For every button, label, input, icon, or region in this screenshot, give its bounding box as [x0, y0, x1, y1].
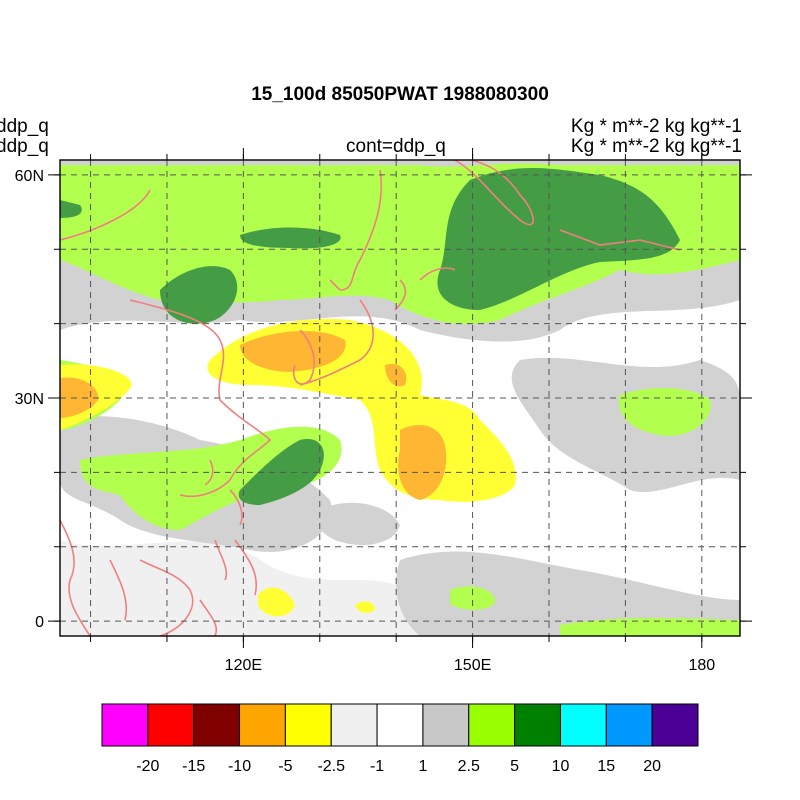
coast-asia-east	[60, 189, 272, 498]
lon-tick-label: 120E	[225, 657, 262, 674]
lat-tick-label: 0	[35, 614, 44, 631]
region-gray-southeast	[396, 551, 740, 636]
units-label-2: Kg * m**-2 kg kg**-1	[570, 136, 742, 157]
colorbar-label: 1	[418, 758, 427, 775]
colorbar-label: -20	[136, 758, 159, 775]
colorbar-swatch	[193, 703, 241, 747]
lat-tick-label: 30N	[15, 391, 44, 408]
left-label-2: ddp_q	[0, 136, 49, 157]
colorbar-label: -1	[370, 758, 384, 775]
colorbar-label: -15	[182, 758, 205, 775]
coast-aleutians	[419, 229, 681, 281]
region-orange-center	[398, 425, 447, 500]
contour-label: cont=ddp_q	[346, 136, 446, 157]
map-panel: 60N 30N 0 120E 150E 180	[15, 148, 752, 674]
colorbar-swatch	[330, 703, 378, 747]
colorbar	[101, 703, 699, 747]
gridlines	[60, 160, 740, 636]
lon-tick-label: 180	[688, 657, 715, 674]
coast-japan	[299, 279, 407, 386]
axis-ticks	[48, 148, 752, 648]
colorbar-swatch	[147, 703, 195, 747]
colorbar-swatch	[422, 703, 470, 747]
region-darkgreen-n	[240, 227, 341, 249]
lat-tick-label: 60N	[15, 168, 44, 185]
colorbar-label: 10	[552, 758, 570, 775]
region-yellow-south	[258, 587, 295, 617]
region-darkgreen-w	[160, 266, 238, 324]
coastlines	[60, 160, 681, 636]
coast-borneo	[139, 559, 218, 636]
colorbar-swatch	[559, 703, 607, 747]
map-title: 15_100d 85050PWAT 1988080300	[251, 84, 549, 105]
colorbar-swatch	[514, 703, 561, 747]
region-lightgreen-small	[450, 586, 495, 610]
colorbar-label: 15	[597, 758, 615, 775]
region-lightgreen-se	[560, 617, 740, 636]
coast-korea	[292, 329, 315, 385]
lon-tick-label: 150E	[454, 657, 491, 674]
region-orange-west	[60, 377, 99, 418]
coast-sea-south	[60, 519, 128, 636]
colorbar-swatch	[376, 703, 424, 747]
colorbar-swatch	[651, 703, 699, 747]
coast-philippines	[214, 489, 257, 596]
coast-okhotsk	[329, 169, 383, 291]
region-darkgreen-edge	[60, 200, 82, 218]
colorbar-label: 5	[510, 758, 519, 775]
region-orange-north	[240, 330, 346, 372]
colorbar-swatch	[468, 703, 516, 747]
left-label-1: ddp_q	[0, 116, 49, 137]
region-gray-mid	[316, 502, 400, 545]
region-orange-small	[385, 363, 407, 387]
units-label-1: Kg * m**-2 kg kg**-1	[570, 116, 742, 137]
colorbar-swatch	[101, 703, 149, 747]
colorbar-label: -10	[228, 758, 251, 775]
colorbar-swatch	[284, 703, 332, 747]
colorbar-swatch	[239, 703, 286, 747]
colorbar-label: -2.5	[317, 758, 345, 775]
region-yellow-dot	[355, 601, 375, 613]
colorbar-labels: -20 -15 -10 -5 -2.5 -1 1 2.5 5 10 15 20	[136, 758, 661, 775]
coast-taiwan	[204, 459, 214, 486]
axis-tick-labels: 60N 30N 0 120E 150E 180	[15, 168, 716, 674]
shaded-field	[60, 160, 740, 636]
region-lightgreen-east	[619, 388, 711, 436]
colorbar-label: 20	[643, 758, 661, 775]
region-darkgreen-ne	[437, 168, 680, 310]
colorbar-label: -5	[278, 758, 292, 775]
colorbar-label: 2.5	[458, 758, 480, 775]
colorbar-swatch	[605, 703, 653, 747]
